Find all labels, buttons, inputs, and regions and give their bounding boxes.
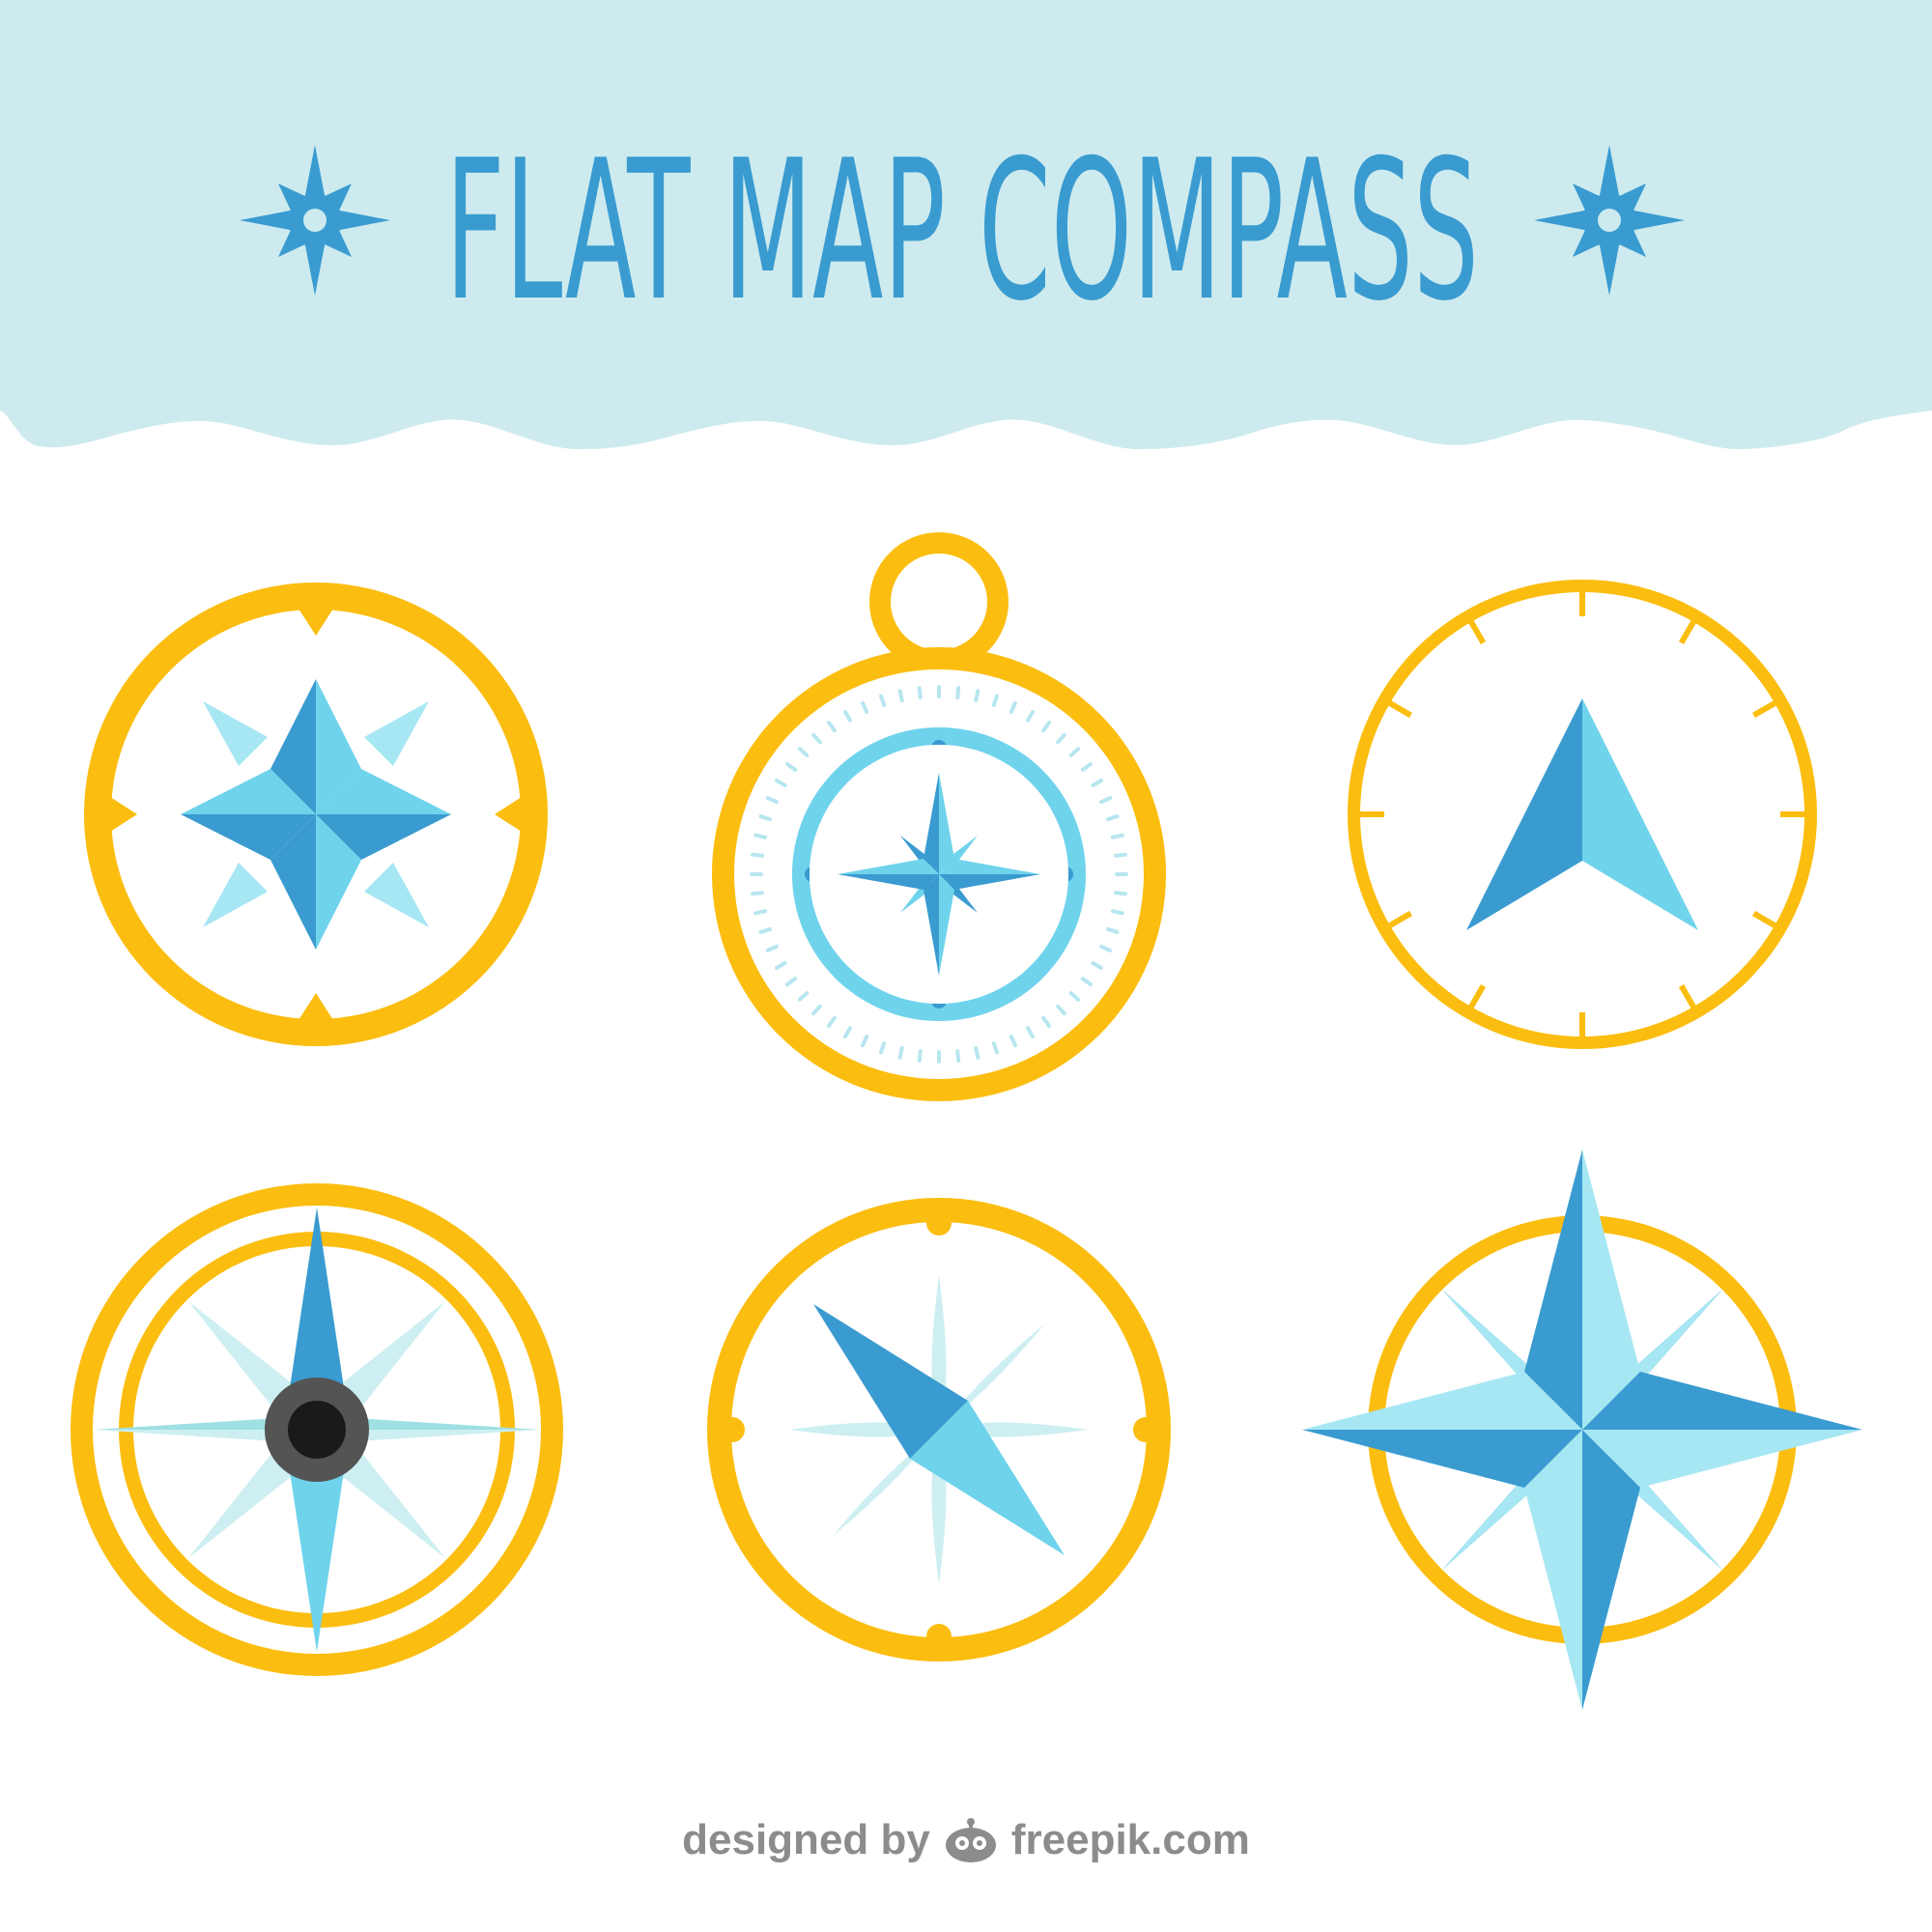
dial-tick xyxy=(1386,910,1412,929)
dial-tick xyxy=(1752,910,1778,929)
dial-tick xyxy=(1678,984,1697,1010)
dial-tick xyxy=(897,689,904,703)
brand-label: freepik.com xyxy=(1010,1816,1250,1863)
dial-tick xyxy=(974,689,980,703)
dial-tick xyxy=(765,796,779,805)
dial-tick xyxy=(811,732,822,745)
freepik-mascot-icon xyxy=(945,1818,996,1862)
compass-large-star xyxy=(1302,1150,1862,1710)
dial-tick xyxy=(1091,779,1104,787)
dial-tick xyxy=(843,1026,852,1039)
dial-tick xyxy=(991,1040,999,1055)
dial-tick xyxy=(826,1015,837,1028)
dial-tick xyxy=(1678,618,1697,644)
compass-four-point-star xyxy=(84,582,548,1046)
dial-tick xyxy=(753,833,768,839)
dial-tick xyxy=(991,694,999,708)
dial-tick xyxy=(955,1048,961,1063)
compass-diagonal-needle xyxy=(707,1198,1171,1662)
dial-tick xyxy=(1110,833,1124,839)
dial-tick xyxy=(797,991,810,1002)
dial-tick xyxy=(1752,699,1778,719)
dial-tick xyxy=(1026,1026,1035,1039)
dial-tick xyxy=(1110,909,1124,916)
dial-tick xyxy=(751,891,765,896)
dial-tick xyxy=(1056,732,1066,745)
compass-arrow-dial xyxy=(1348,580,1817,1049)
dial-tick xyxy=(758,926,773,934)
dial-tick xyxy=(879,1040,887,1055)
dial-tick xyxy=(797,747,810,757)
dial-tick xyxy=(1080,761,1093,772)
dial-tick xyxy=(1099,796,1113,805)
dial-tick xyxy=(774,961,787,970)
dial-tick xyxy=(1467,984,1487,1010)
dial-tick xyxy=(917,1048,923,1063)
dial-tick xyxy=(861,700,869,714)
page-title: FLAT MAP COMPASS xyxy=(445,119,1479,344)
dial-tick xyxy=(897,1045,904,1060)
dial-tick xyxy=(826,721,837,733)
designed-by-label: designed by xyxy=(682,1816,930,1863)
dial-tick xyxy=(1080,977,1093,987)
right-star-icon xyxy=(1534,145,1685,296)
dial-tick xyxy=(879,694,887,708)
dial-tick xyxy=(753,909,768,916)
dial-tick xyxy=(1386,699,1412,719)
dial-tick xyxy=(1068,747,1081,757)
dial-tick xyxy=(1113,852,1127,858)
dial-tick xyxy=(955,686,961,700)
dial-tick xyxy=(785,977,798,987)
dial-tick xyxy=(1105,926,1120,934)
header-banner xyxy=(0,0,1932,449)
dial-tick xyxy=(1091,961,1104,970)
dial-tick xyxy=(1041,1015,1052,1028)
dial-tick xyxy=(1068,991,1081,1002)
dial-tick xyxy=(917,686,923,700)
dial-tick xyxy=(774,779,787,787)
dial-tick xyxy=(1105,814,1120,822)
compass-eight-point-needle xyxy=(71,1183,563,1676)
dial-tick xyxy=(1099,944,1113,952)
dial-tick xyxy=(974,1045,980,1060)
dial-tick xyxy=(765,944,779,952)
dial-tick xyxy=(1056,1004,1066,1016)
dial-tick xyxy=(811,1004,822,1016)
dial-tick xyxy=(1009,700,1017,714)
dial-tick xyxy=(1041,721,1052,733)
footer-credit: designed by freepik.com xyxy=(0,1816,1932,1864)
dial-tick xyxy=(861,1035,869,1048)
dial-tick xyxy=(758,814,773,822)
dial-tick xyxy=(1009,1035,1017,1048)
dial-tick xyxy=(1113,891,1127,896)
dial-tick xyxy=(785,761,798,772)
dial-tick xyxy=(1026,709,1035,723)
left-star-icon xyxy=(240,145,390,296)
compass-pocket-ring xyxy=(712,532,1166,1101)
dial-tick xyxy=(751,852,765,858)
dial-tick xyxy=(1467,618,1487,644)
dial-tick xyxy=(843,709,852,723)
